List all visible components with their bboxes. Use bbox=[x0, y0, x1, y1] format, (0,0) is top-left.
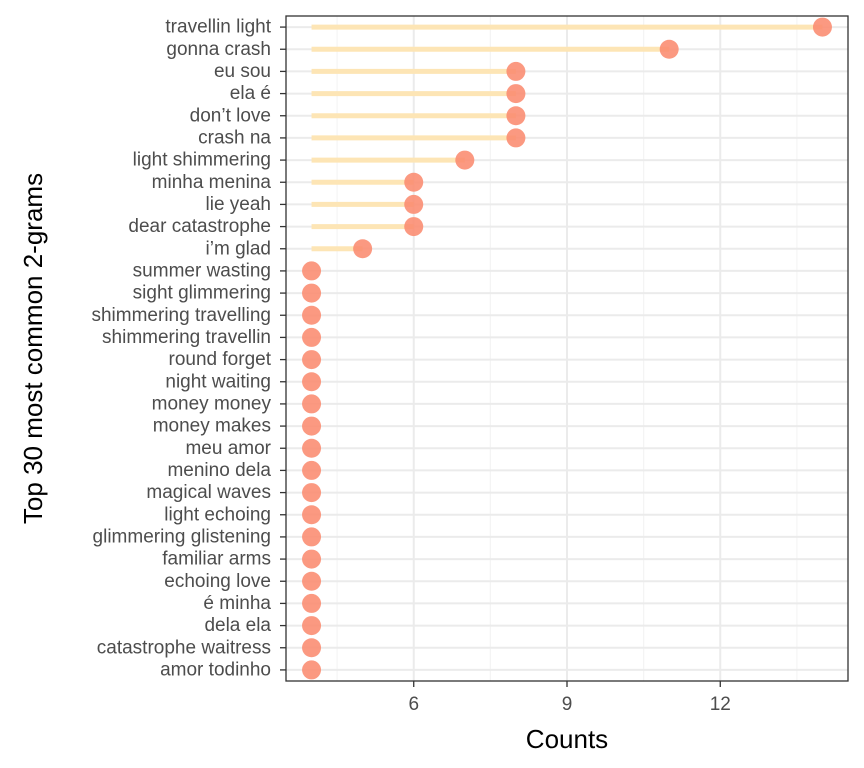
y-tick-label: shimmering travellin bbox=[102, 327, 271, 348]
x-tick-label: 6 bbox=[408, 694, 419, 715]
data-point bbox=[302, 394, 322, 414]
data-point bbox=[404, 172, 424, 192]
data-point bbox=[302, 505, 322, 525]
data-point bbox=[302, 261, 322, 281]
data-point bbox=[506, 61, 526, 81]
x-axis: 6 9 12 bbox=[408, 681, 731, 715]
y-tick-label: travellin light bbox=[165, 17, 271, 38]
y-tick-label: eu sou bbox=[214, 61, 271, 82]
y-tick-label: round forget bbox=[169, 349, 272, 370]
data-point bbox=[455, 150, 475, 170]
data-point bbox=[659, 39, 679, 59]
data-point bbox=[302, 593, 322, 613]
x-axis-title: Counts bbox=[526, 724, 608, 754]
y-tick-label: light echoing bbox=[164, 504, 271, 525]
data-point bbox=[302, 660, 322, 680]
y-tick-label: glimmering glistening bbox=[93, 526, 271, 547]
y-tick-label: dela ela bbox=[204, 615, 271, 636]
y-tick-label: light shimmering bbox=[133, 150, 271, 171]
lollipop-stems bbox=[311, 24, 823, 252]
y-tick-label: minha menina bbox=[152, 172, 272, 193]
data-point bbox=[302, 350, 322, 370]
data-point bbox=[404, 194, 424, 214]
minor-gridlines bbox=[336, 16, 798, 681]
lollipop-points bbox=[302, 17, 832, 680]
data-point bbox=[506, 128, 526, 148]
data-point bbox=[302, 327, 322, 347]
y-tick-label: night waiting bbox=[165, 371, 271, 392]
y-tick-label: shimmering travelling bbox=[91, 305, 271, 326]
data-point bbox=[302, 527, 322, 547]
y-tick-label: familiar arms bbox=[162, 549, 271, 570]
data-point bbox=[302, 283, 322, 303]
y-tick-label: gonna crash bbox=[166, 39, 271, 60]
data-point bbox=[302, 549, 322, 569]
y-tick-label: i’m glad bbox=[206, 238, 271, 259]
data-point bbox=[302, 638, 322, 658]
y-tick-label: ela é bbox=[230, 83, 271, 104]
y-tick-label: magical waves bbox=[146, 482, 271, 503]
data-point bbox=[302, 305, 322, 325]
data-point bbox=[302, 416, 322, 436]
y-tick-label: crash na bbox=[198, 127, 271, 148]
data-point bbox=[302, 372, 322, 392]
y-tick-label: lie yeah bbox=[206, 194, 272, 215]
y-tick-label: sight glimmering bbox=[133, 283, 271, 304]
data-point bbox=[404, 217, 424, 237]
y-tick-label: money money bbox=[152, 393, 272, 414]
x-tick-label: 12 bbox=[710, 694, 731, 715]
data-point bbox=[302, 483, 322, 503]
y-tick-label: amor todinho bbox=[160, 659, 271, 680]
data-point bbox=[302, 460, 322, 480]
data-point bbox=[506, 106, 526, 126]
y-tick-label: summer wasting bbox=[133, 260, 271, 281]
y-tick-label: don’t love bbox=[190, 105, 271, 126]
y-axis-title: Top 30 most common 2-grams bbox=[18, 173, 48, 524]
data-point bbox=[506, 84, 526, 104]
data-point bbox=[302, 571, 322, 591]
y-tick-label: menino dela bbox=[167, 460, 271, 481]
data-point bbox=[812, 17, 832, 37]
y-tick-label: meu amor bbox=[185, 438, 271, 459]
y-tick-label: echoing love bbox=[164, 571, 271, 592]
y-tick-label: é minha bbox=[203, 593, 271, 614]
y-tick-label: dear catastrophe bbox=[128, 216, 271, 237]
data-point bbox=[302, 616, 322, 636]
data-point bbox=[353, 239, 373, 259]
y-tick-label: catastrophe waitress bbox=[97, 637, 271, 658]
data-point bbox=[302, 438, 322, 458]
x-tick-label: 9 bbox=[562, 694, 573, 715]
y-tick-label: money makes bbox=[153, 416, 271, 437]
